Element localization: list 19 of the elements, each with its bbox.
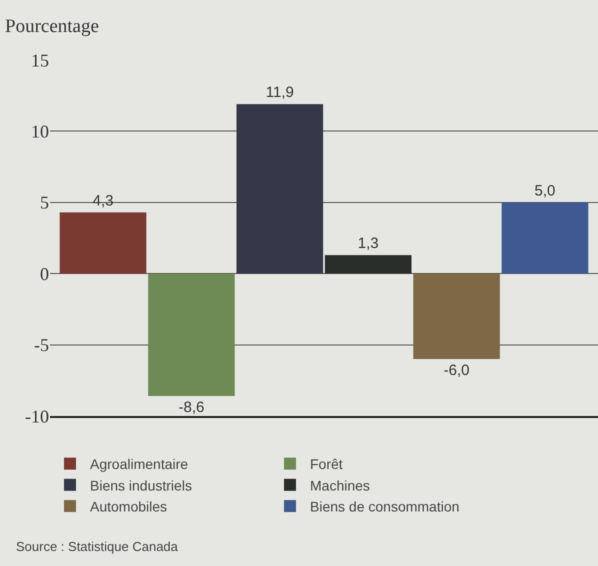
data-label: -8,6 [178, 399, 204, 416]
legend-label: Biens de consommation [310, 498, 460, 514]
y-tick-label: -10 [25, 406, 49, 426]
y-tick-label: 10 [31, 122, 49, 142]
y-tick-label: 15 [31, 50, 49, 70]
y-axis-title: Pourcentage [5, 16, 99, 37]
data-label: -6,0 [444, 362, 470, 380]
legend-label: Forêt [310, 456, 343, 472]
y-tick-label: 5 [40, 192, 49, 213]
data-label: 11,9 [266, 84, 294, 102]
legend-label: Automobiles [90, 498, 168, 514]
y-tick-label: -5 [34, 335, 49, 356]
data-label: 1,3 [358, 235, 379, 252]
legend-label: Biens industriels [90, 477, 192, 494]
legend-label: Agroalimentaire [90, 456, 188, 472]
legend-label: Machines [310, 477, 370, 494]
source-note: Source : Statistique Canada [16, 539, 179, 554]
data-label: 5,0 [534, 182, 556, 200]
y-tick-label: 0 [40, 264, 49, 284]
